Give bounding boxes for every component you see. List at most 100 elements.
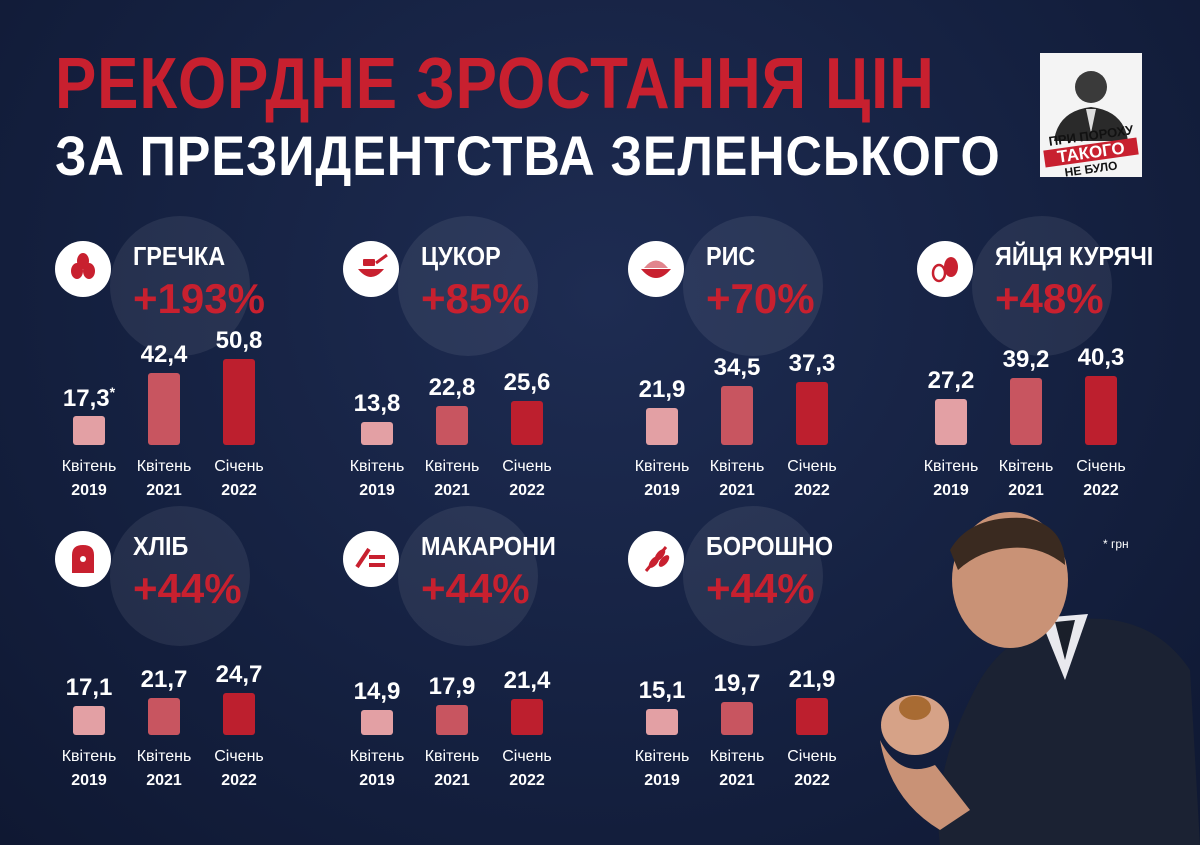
value-label: 15,1	[622, 677, 702, 705]
category-label: Квітень 2021	[136, 748, 192, 789]
product-name: МАКАРОНИ	[421, 531, 556, 561]
bar-2	[796, 381, 828, 445]
bar-1	[721, 701, 753, 735]
bar-2	[796, 697, 828, 735]
category-label: Квітень 2019	[634, 458, 690, 499]
value-label: 19,7	[697, 670, 777, 698]
value-text: 21,9	[638, 375, 686, 403]
product-name: БОРОШНО	[706, 531, 834, 561]
value-text: 21,4	[503, 666, 551, 694]
value-text: 17,3	[62, 384, 110, 412]
bar-2	[223, 693, 255, 735]
product-name: ЯЙЦЯ КУРЯЧІ	[995, 241, 1154, 271]
value-text: 42,4	[140, 340, 188, 368]
product-name: ГРЕЧКА	[133, 241, 226, 271]
value-label: 21,7	[124, 666, 204, 694]
pasta-icon	[343, 531, 399, 587]
product-name: ХЛІБ	[133, 531, 189, 561]
grain-icon	[55, 241, 111, 297]
value-text: 22,8	[428, 374, 476, 402]
value-text: 21,7	[140, 666, 188, 694]
value-text: 37,3	[788, 349, 836, 377]
category-label: Січень 2022	[502, 748, 552, 789]
value-text: 21,9	[788, 665, 836, 693]
category-label: Квітень 2019	[61, 748, 117, 789]
bar-0	[646, 407, 678, 445]
price-increase-percent: +44%	[421, 565, 530, 612]
price-increase-percent: +48%	[995, 275, 1104, 322]
value-label: 40,3	[1061, 344, 1141, 372]
background-halo	[972, 216, 1112, 356]
bar-2	[223, 358, 255, 445]
bar-1	[721, 386, 753, 445]
bar-0	[361, 421, 393, 445]
bar-1	[148, 698, 180, 735]
category-label: Квітень 2019	[349, 458, 405, 499]
price-increase-percent: +70%	[706, 275, 815, 322]
category-label: Квітень 2021	[424, 458, 480, 499]
eggs-icon	[917, 241, 973, 297]
background-halo	[398, 216, 538, 356]
value-text: 24,7	[215, 661, 263, 688]
value-label: 14,9	[337, 678, 417, 706]
product-name: РИС	[706, 241, 756, 271]
bar-1	[436, 406, 468, 445]
price-increase-percent: +44%	[133, 565, 242, 612]
value-text: 14,9	[353, 677, 401, 705]
bar-2	[1085, 376, 1117, 445]
background-halo	[683, 216, 823, 356]
category-label: Січень 2022	[1076, 458, 1126, 499]
value-text: 13,8	[353, 389, 401, 417]
category-label: Квітень 2021	[136, 458, 192, 499]
value-text: 25,6	[503, 369, 551, 397]
chart-panel: РИС +70% 21,9 Квітень 2019 34,5 Квітень 2021 37,…	[628, 216, 908, 513]
background-halo	[110, 506, 250, 646]
headline-line1: РЕКОРДНЕ ЗРОСТАННЯ ЦІН	[55, 44, 935, 124]
category-label: Квітень 2019	[923, 458, 979, 499]
chart-panel: БОРОШНО +44% 15,1 Квітень 2019 19,7 Квітень 202…	[628, 506, 908, 803]
chart-panel: ЦУКОР +85% 13,8 Квітень 2019 22,8 Квітень 2021 2…	[343, 216, 623, 513]
bar-0	[646, 709, 678, 735]
value-label: 42,4	[124, 341, 204, 369]
value-label: 17,3*	[49, 384, 129, 413]
value-label: 39,2	[986, 346, 1066, 374]
campaign-logo: ПРИ ПОРОХУ ТАКОГО НЕ БУЛО	[1040, 53, 1142, 177]
value-text: 40,3	[1077, 344, 1125, 372]
bar-1	[148, 372, 180, 445]
footnote-marker: *	[109, 383, 116, 400]
portrait-silhouette-icon	[1054, 71, 1128, 141]
bar-0	[361, 709, 393, 735]
price-increase-percent: +193%	[133, 275, 265, 322]
category-label: Квітень 2021	[709, 458, 765, 499]
bar-0	[73, 705, 105, 735]
chart-panel: МАКАРОНИ +44% 14,9 Квітень 2019 17,9 Квітень 20…	[343, 506, 623, 803]
value-label: 37,3	[772, 350, 852, 378]
value-label: 13,8	[337, 390, 417, 418]
category-label: Січень 2022	[502, 458, 552, 499]
politician-photo	[880, 512, 1200, 845]
value-label: 17,1	[49, 674, 129, 702]
bar-1	[436, 704, 468, 735]
category-label: Квітень 2021	[998, 458, 1054, 499]
background-halo	[398, 506, 538, 646]
value-text: 27,2	[927, 366, 975, 394]
background-halo	[683, 506, 823, 646]
category-label: Квітень 2019	[349, 748, 405, 789]
category-label: Квітень 2019	[61, 458, 117, 499]
chart-panel: ХЛІБ +44% 17,1 Квітень 2019 21,7 Квітень 2021 24…	[55, 506, 335, 803]
product-name: ЦУКОР	[421, 241, 501, 271]
bar-0	[73, 415, 105, 445]
chart-panel: ЯЙЦЯ КУРЯЧІ +48% 27,2 Квітень 2019 39,2 Квітен…	[917, 216, 1197, 513]
value-label: 50,8	[199, 327, 279, 355]
rice-bowl-icon	[628, 241, 684, 297]
value-text: 50,8	[215, 326, 263, 354]
value-text: 19,7	[713, 669, 761, 697]
value-label: 27,2	[911, 367, 991, 395]
bar-1	[1010, 378, 1042, 445]
value-label: 25,6	[487, 369, 567, 397]
chart-panel: ГРЕЧКА +193% 17,3* Квітень 2019 42,4 Квітень 20…	[55, 216, 335, 513]
category-label: Січень 2022	[787, 748, 837, 789]
value-text: 17,9	[428, 672, 476, 700]
sugar-bowl-icon	[343, 241, 399, 297]
bar-0	[935, 398, 967, 445]
